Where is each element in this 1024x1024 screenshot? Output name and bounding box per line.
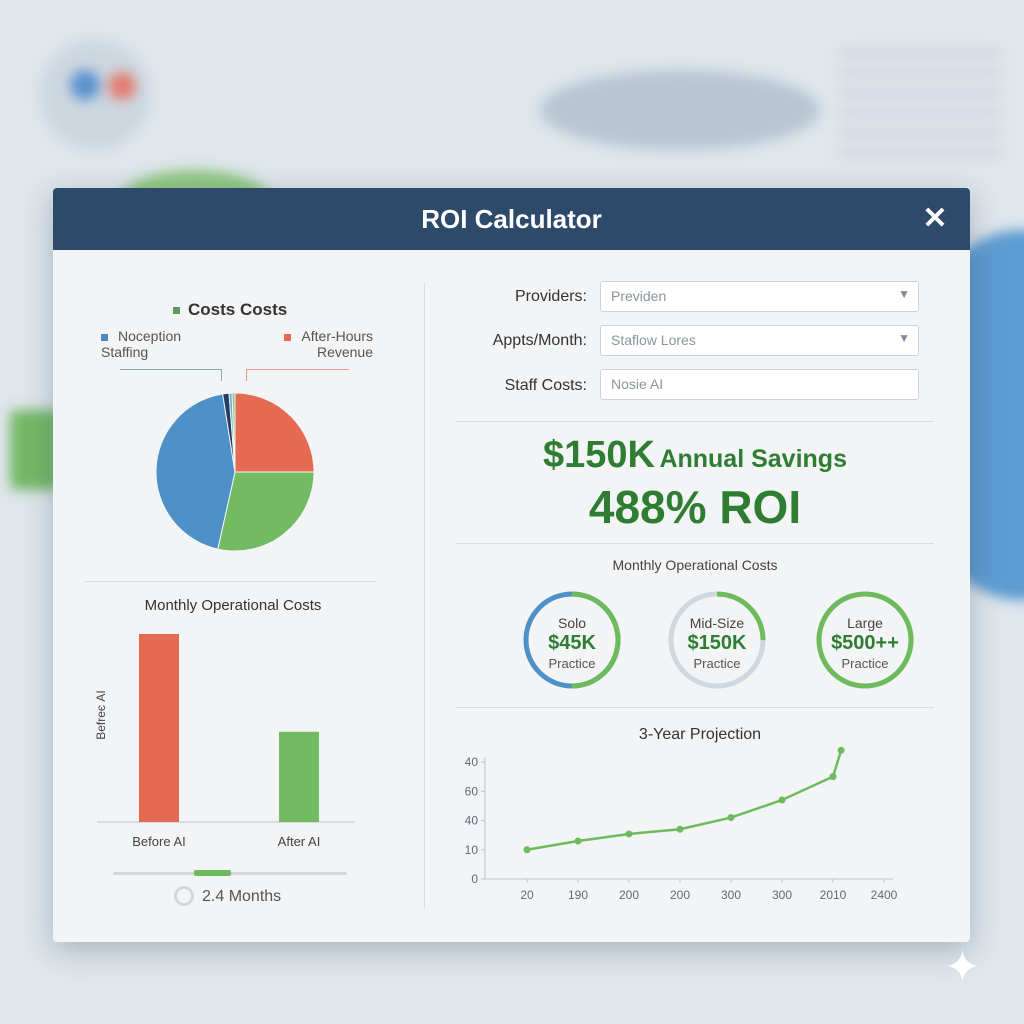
chevron-down-icon: ▼ <box>898 331 910 345</box>
slider-fill[interactable] <box>193 870 232 876</box>
data-point <box>676 825 684 833</box>
tier-top: Solo <box>557 615 587 631</box>
pie-chart <box>155 392 315 552</box>
chevron-down-icon: ▼ <box>898 287 910 301</box>
bar-x-label: Before AI <box>132 834 185 848</box>
legend-item-staffing: Noception Staffing <box>101 328 221 360</box>
tier-value: $45K <box>548 632 596 654</box>
x-tick-label: 300 <box>772 888 792 902</box>
savings-label: Annual Savings <box>659 445 847 473</box>
pie-title-text: Costs Costs <box>188 300 288 319</box>
providers-select[interactable]: Previden ▼ <box>600 281 919 312</box>
radio-icon[interactable] <box>174 886 194 906</box>
legend-label: Noception Staffing <box>101 328 182 360</box>
y-tick-label: 40 <box>465 755 479 769</box>
tier-ring-mid-size: Mid-Size $150K Practice <box>667 590 767 690</box>
leader-line <box>246 369 349 381</box>
divider <box>85 581 377 582</box>
tier-ring-solo: Solo $45K Practice <box>522 590 622 690</box>
projection-title: 3-Year Projection <box>638 726 762 743</box>
data-point <box>829 773 837 781</box>
staff-costs-label: Staff Costs: <box>504 377 587 394</box>
close-icon[interactable]: ✕ <box>922 202 948 235</box>
roi-value: 488% ROI <box>588 481 802 533</box>
projection-chart: 0 10 40 60 40 20 190 200 200 300 300 2010 2400 <box>465 746 898 902</box>
tier-ring-large: Large $500++ Practice <box>815 590 915 690</box>
x-tick-label: 20 <box>520 888 534 902</box>
x-tick-label: 190 <box>568 888 588 902</box>
providers-label: Providers: <box>514 288 587 305</box>
annual-savings: $150K Annual Savings <box>456 434 934 477</box>
appts-select[interactable]: Staflow Lores ▼ <box>600 325 919 356</box>
x-tick-label: 200 <box>670 888 690 902</box>
ring-progress <box>523 591 621 689</box>
tier-bottom: Practice <box>548 656 596 671</box>
savings-amount: $150K <box>543 434 655 476</box>
pie-slice <box>217 471 315 552</box>
appts-value: Staflow Lores <box>611 332 696 348</box>
tier-bottom: Practice <box>693 656 741 671</box>
y-tick-label: 10 <box>465 843 479 857</box>
x-tick-label: 2400 <box>871 888 898 902</box>
bar-x-label: After AI <box>278 834 321 848</box>
tier-value: $150K <box>687 632 747 654</box>
modal-title: ROI Calculator <box>421 203 602 234</box>
y-tick-label: 0 <box>471 872 478 886</box>
y-tick-label: 60 <box>465 784 479 798</box>
pie-slice <box>231 392 236 473</box>
staff-costs-input[interactable]: Nosie AI <box>600 369 919 400</box>
staff-costs-value: Nosie AI <box>611 376 664 392</box>
payback-label: 2.4 Months <box>202 888 282 905</box>
x-tick-label: 200 <box>619 888 639 902</box>
x-tick-label: 2010 <box>820 888 847 902</box>
data-point <box>837 746 845 754</box>
ring-progress <box>816 591 914 689</box>
legend-swatch <box>173 307 180 315</box>
y-tick-label: 40 <box>465 814 479 828</box>
x-tick-label: 300 <box>721 888 741 902</box>
tiers-title: Monthly Operational Costs <box>612 557 778 573</box>
legend-swatch <box>101 333 108 341</box>
payback-slider[interactable] <box>113 870 347 876</box>
divider <box>456 421 934 422</box>
bar-chart-title: Monthly Operational Costs <box>144 597 322 614</box>
tier-value: $500++ <box>831 632 899 654</box>
data-point <box>778 796 786 804</box>
legend-item-revenue: After-Hours Revenue <box>263 328 373 360</box>
leader-line <box>120 369 222 381</box>
bar-chart: Before AI After AI <box>97 634 355 848</box>
legend-swatch <box>284 333 292 341</box>
projection-line <box>526 749 843 851</box>
divider <box>456 543 934 544</box>
roi-calculator-modal: ROI Calculator ✕ Costs Costs Noception S… <box>53 188 970 942</box>
data-point <box>727 814 735 822</box>
tier-top: Large <box>847 615 883 631</box>
data-point <box>523 846 531 854</box>
sparkle-icon: ✦ <box>944 943 981 992</box>
tier-bottom: Practice <box>841 656 889 671</box>
pie-slice <box>155 393 236 550</box>
bar <box>279 731 319 822</box>
divider <box>456 707 934 708</box>
tier-top: Mid-Size <box>689 615 745 631</box>
pie-slice <box>234 392 315 473</box>
modal-header: ROI Calculator ✕ <box>53 188 970 250</box>
legend-label: After-Hours Revenue <box>301 328 373 360</box>
ring-progress <box>668 591 766 689</box>
data-point <box>625 830 633 838</box>
bar <box>139 634 179 822</box>
data-point <box>574 837 582 845</box>
column-divider <box>424 283 425 908</box>
providers-value: Previden <box>611 288 667 304</box>
appts-label: Appts/Month: <box>492 332 587 349</box>
pie-title: Costs Costs <box>173 300 287 320</box>
